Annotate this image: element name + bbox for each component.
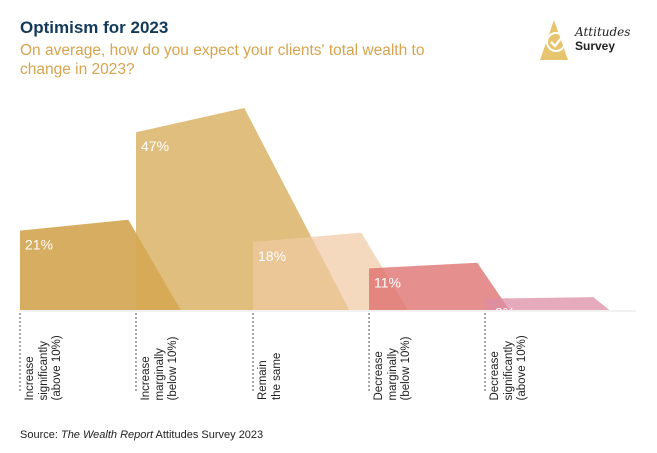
area-shape-4 bbox=[485, 297, 610, 310]
value-label-2: 18% bbox=[258, 248, 286, 264]
category-label-2: Remain the same bbox=[257, 320, 297, 400]
value-label-4: 3% bbox=[495, 305, 515, 321]
chart-title: Optimism for 2023 bbox=[20, 18, 169, 37]
category-label-1-text: Increase marginally (below 10%) bbox=[140, 336, 179, 400]
category-label-0: Increase significantly (above 10%) bbox=[24, 320, 64, 400]
check-mark-icon bbox=[550, 36, 563, 48]
attitudes-survey-logo bbox=[540, 20, 568, 60]
area-shape-2 bbox=[253, 232, 408, 310]
logo-line-2: Survey bbox=[575, 39, 616, 53]
source-note: Source: The Wealth Report Attitudes Surv… bbox=[20, 429, 263, 441]
category-label-0-text: Increase significantly (above 10%) bbox=[24, 334, 63, 400]
check-circle-icon bbox=[546, 32, 566, 52]
source-italic: The Wealth Report bbox=[60, 429, 154, 441]
area-shape-3 bbox=[369, 262, 510, 310]
value-label-0: 21% bbox=[25, 237, 53, 253]
source-prefix: Source: bbox=[20, 429, 61, 441]
chart-subtitle: On average, how do you expect your clien… bbox=[20, 42, 425, 78]
category-label-3-text: Decrease marginally (below 10%) bbox=[373, 336, 412, 400]
source-suffix: Attitudes Survey 2023 bbox=[153, 429, 264, 441]
category-label-2-text: Remain the same bbox=[257, 352, 283, 400]
logo-line-1: Attitudes bbox=[575, 25, 631, 39]
logo-text: Attitudes Survey bbox=[575, 25, 630, 53]
value-label-3: 11% bbox=[374, 274, 401, 290]
category-label-3: Decrease marginally (below 10%) bbox=[373, 320, 413, 400]
value-label-1: 47% bbox=[141, 138, 169, 154]
category-label-4-text: Decrease significantly (above 10%) bbox=[489, 334, 528, 400]
category-label-4: Decrease significantly (above 10%) bbox=[489, 320, 529, 400]
category-label-1: Increase marginally (below 10%) bbox=[140, 320, 180, 400]
